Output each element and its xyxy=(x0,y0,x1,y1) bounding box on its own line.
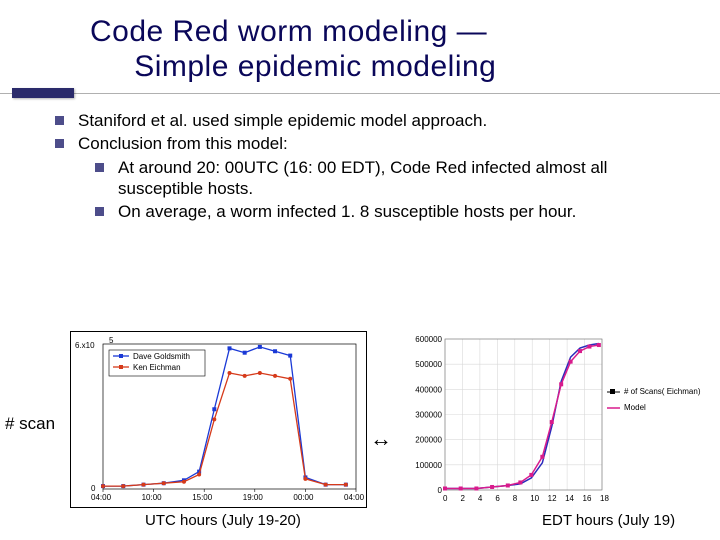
chart-right-xlabel: EDT hours (July 19) xyxy=(542,512,675,529)
svg-text:300000: 300000 xyxy=(415,411,442,420)
svg-text:0: 0 xyxy=(91,484,96,493)
svg-text:Dave Goldsmith: Dave Goldsmith xyxy=(133,352,190,361)
svg-text:19:00: 19:00 xyxy=(243,493,264,502)
svg-text:0: 0 xyxy=(443,494,448,503)
svg-text:18: 18 xyxy=(600,494,609,503)
bullet-item: Staniford et al. used simple epidemic mo… xyxy=(55,110,690,131)
svg-text:15:00: 15:00 xyxy=(192,493,213,502)
svg-text:100000: 100000 xyxy=(415,461,442,470)
svg-text:12: 12 xyxy=(548,494,557,503)
svg-text:600000: 600000 xyxy=(415,335,442,344)
bullet-item: Conclusion from this model: xyxy=(55,133,690,154)
chart-right: 0 100000 200000 300000 400000 500000 600000 0 2 4… xyxy=(400,331,710,506)
bullet-text: Staniford et al. used simple epidemic mo… xyxy=(78,110,487,131)
divider-accent-box xyxy=(12,88,74,98)
square-bullet-icon xyxy=(95,207,104,216)
chart-left: 6.x105004:0010:0015:0019:0000:0004:00Dav… xyxy=(70,331,367,508)
svg-text:04:00: 04:00 xyxy=(344,493,365,502)
svg-text:400000: 400000 xyxy=(415,385,442,394)
square-bullet-icon xyxy=(95,163,104,172)
title-divider xyxy=(0,92,720,95)
divider-line xyxy=(0,93,720,94)
svg-text:Ken Eichman: Ken Eichman xyxy=(133,363,181,372)
sub-bullet-item: On average, a worm infected 1. 8 suscept… xyxy=(95,201,690,222)
square-bullet-icon xyxy=(55,116,64,125)
sub-bullet-text: On average, a worm infected 1. 8 suscept… xyxy=(118,201,576,222)
y-axis-label: # scan xyxy=(5,414,55,434)
svg-text:04:00: 04:00 xyxy=(91,493,112,502)
svg-text:500000: 500000 xyxy=(415,360,442,369)
svg-text:10:00: 10:00 xyxy=(142,493,163,502)
bullet-text: Conclusion from this model: xyxy=(78,133,288,154)
svg-text:# of Scans( Eichman): # of Scans( Eichman) xyxy=(624,387,701,396)
chart-right-svg: 0 100000 200000 300000 400000 500000 600000 0 2 4… xyxy=(400,331,710,506)
svg-text:4: 4 xyxy=(478,494,483,503)
slide-title: Code Red worm modeling — Simple epidemic… xyxy=(0,0,720,92)
svg-text:00:00: 00:00 xyxy=(293,493,314,502)
body-content: Staniford et al. used simple epidemic mo… xyxy=(0,95,720,222)
chart-left-svg: 6.x105004:0010:0015:0019:0000:0004:00Dav… xyxy=(71,332,366,507)
svg-text:6: 6 xyxy=(495,494,500,503)
svg-text:200000: 200000 xyxy=(415,436,442,445)
sub-bullet-item: At around 20: 00UTC (16: 00 EDT), Code R… xyxy=(95,157,690,200)
chart-left-xlabel: UTC hours (July 19-20) xyxy=(145,512,301,529)
bidirectional-arrow-icon: ↔ xyxy=(370,426,392,452)
title-line-2: Simple epidemic modeling xyxy=(134,50,496,83)
svg-text:14: 14 xyxy=(565,494,574,503)
svg-text:0: 0 xyxy=(438,486,443,495)
square-bullet-icon xyxy=(55,139,64,148)
svg-text:2: 2 xyxy=(460,494,465,503)
svg-text:6.x10: 6.x10 xyxy=(75,341,95,350)
svg-text:16: 16 xyxy=(583,494,592,503)
sub-bullet-text: At around 20: 00UTC (16: 00 EDT), Code R… xyxy=(118,157,690,200)
svg-text:10: 10 xyxy=(530,494,539,503)
svg-text:8: 8 xyxy=(513,494,518,503)
title-line-1: Code Red worm modeling — xyxy=(90,15,487,48)
svg-text:Model: Model xyxy=(624,403,646,412)
charts-area: # scan ↔ 6.x105004:0010:0015:0019:0000:0… xyxy=(0,326,720,536)
svg-text:5: 5 xyxy=(109,336,114,345)
